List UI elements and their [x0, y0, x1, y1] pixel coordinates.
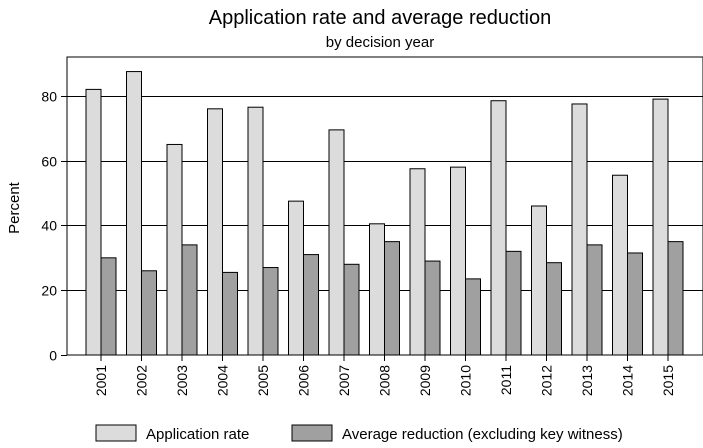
bar-average-reduction-2014: [627, 252, 643, 356]
bar-average-reduction-2007: [343, 263, 360, 356]
bar-average-reduction-2003: [181, 244, 198, 356]
bar-average-reduction-2009: [424, 260, 441, 356]
x-tick-label: 2012: [539, 365, 555, 396]
legend-swatch-average-reduction: [291, 424, 333, 442]
bar-average-reduction-2012: [546, 262, 562, 356]
bar-application-rate-2012: [531, 205, 547, 356]
x-tick-label: 2015: [660, 365, 676, 396]
bar-average-reduction-2002: [141, 270, 157, 356]
y-tick-label: 80: [41, 89, 57, 105]
bar-average-reduction-2001: [100, 257, 117, 356]
x-tick-label: 2007: [336, 365, 352, 396]
bar-application-rate-2015: [652, 98, 669, 356]
y-tick-label: 20: [41, 283, 57, 299]
bar-application-rate-2011: [490, 100, 507, 356]
bar-application-rate-2007: [328, 129, 345, 356]
chart-title: Application rate and average reduction: [209, 7, 551, 29]
bar-average-reduction-2010: [465, 278, 481, 356]
bar-application-rate-2002: [126, 71, 142, 356]
bar-application-rate-2009: [409, 168, 426, 356]
x-axis-ticks: 2001 2002 2003 2004 2005 2006 2007 2008 2009 2010…: [93, 355, 676, 396]
bar-application-rate-2004: [207, 108, 223, 356]
chart-subtitle: by decision year: [326, 34, 434, 51]
bar-application-rate-2003: [166, 143, 183, 356]
bar-application-rate-2010: [450, 166, 466, 356]
x-tick-label: 2009: [417, 365, 433, 396]
legend: Application rate Average reduction (excl…: [95, 424, 623, 443]
bars: [85, 71, 684, 356]
y-tick-label: 0: [49, 348, 57, 364]
x-tick-label: 2010: [458, 365, 474, 396]
x-tick-label: 2005: [255, 365, 271, 396]
bar-average-reduction-2005: [262, 267, 279, 356]
bar-application-rate-2013: [571, 103, 588, 356]
x-tick-label: 2001: [93, 365, 109, 396]
bar-average-reduction-2006: [303, 254, 319, 356]
legend-label-average-reduction: Average reduction (excluding key witness…: [342, 426, 623, 443]
bar-application-rate-2014: [612, 174, 628, 356]
x-tick-label: 2006: [296, 365, 312, 396]
bar-application-rate-2008: [369, 223, 385, 356]
x-tick-label: 2002: [134, 365, 150, 396]
x-tick-label: 2011: [498, 365, 514, 395]
x-tick-label: 2014: [620, 365, 636, 396]
y-axis-ticks: 0 20 40 60 80: [41, 89, 67, 364]
legend-label-application-rate: Application rate: [146, 426, 249, 443]
legend-swatch-application-rate: [95, 424, 137, 442]
bar-application-rate-2005: [247, 106, 264, 356]
x-tick-label: 2013: [579, 365, 595, 396]
x-tick-label: 2008: [377, 365, 393, 396]
x-tick-label: 2003: [174, 365, 190, 396]
y-tick-label: 40: [41, 218, 57, 234]
bar-average-reduction-2013: [586, 244, 603, 356]
bar-average-reduction-2015: [667, 241, 684, 356]
bar-application-rate-2001: [85, 88, 102, 356]
x-tick-label: 2004: [215, 365, 231, 396]
bar-application-rate-2006: [288, 200, 304, 356]
bar-average-reduction-2008: [384, 241, 400, 356]
y-tick-label: 60: [41, 154, 57, 170]
bar-average-reduction-2004: [222, 271, 238, 356]
bar-average-reduction-2011: [505, 250, 522, 356]
y-axis-label: Percent: [6, 181, 23, 234]
